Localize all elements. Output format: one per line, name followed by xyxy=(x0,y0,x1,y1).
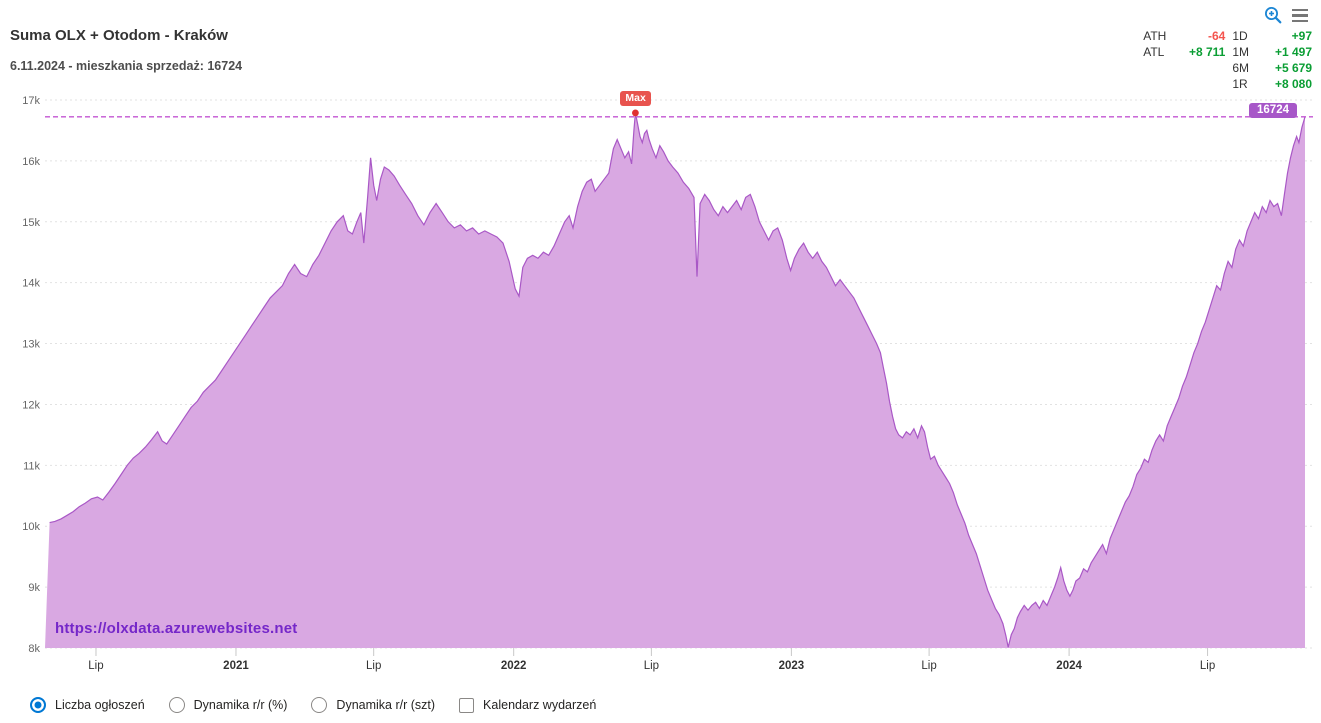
radio-icon-selected xyxy=(30,697,46,713)
chart-subtitle-current-value: 6.11.2024 - mieszkania sprzedaż: 16724 xyxy=(10,59,243,73)
stat-value-1r: +8 080 xyxy=(1274,77,1312,91)
page-title: Suma OLX + Otodom - Kraków xyxy=(10,27,228,44)
x-axis-label: Lip xyxy=(921,660,936,672)
radio-icon xyxy=(311,697,328,713)
stat-value-6m: +5 679 xyxy=(1274,61,1312,75)
stat-value-ath: -64 xyxy=(1207,29,1226,43)
radio-label: Liczba ogłoszeń xyxy=(55,698,145,712)
x-axis-label: Lip xyxy=(1200,660,1215,672)
radio-dynamika-rr-proc[interactable]: Dynamika r/r (%) xyxy=(168,697,288,713)
x-axis-label: 2022 xyxy=(501,660,527,672)
hamburger-menu-icon[interactable] xyxy=(1292,8,1308,23)
y-axis-label: 17k xyxy=(22,95,40,107)
area-series-line xyxy=(49,112,1306,648)
y-axis-label: 10k xyxy=(22,521,40,533)
checkbox-kalendarz-wydarzen[interactable]: Kalendarz wydarzeń xyxy=(459,697,597,713)
radio-icon xyxy=(168,697,185,713)
watermark-link[interactable]: https://olxdata.azurewebsites.net xyxy=(55,620,298,637)
y-axis-label: 14k xyxy=(22,278,40,290)
y-axis-label: 8k xyxy=(28,643,40,655)
checkbox-icon xyxy=(459,697,475,713)
radio-label: Dynamika r/r (szt) xyxy=(336,698,436,712)
max-badge: Max xyxy=(620,90,651,106)
radio-dynamika-rr-szt[interactable]: Dynamika r/r (szt) xyxy=(311,697,435,713)
x-axis-label: Lip xyxy=(644,660,659,672)
y-axis-label: 13k xyxy=(22,339,40,351)
x-axis-label: Lip xyxy=(88,660,103,672)
current-value-badge: 16724 xyxy=(1249,102,1297,118)
area-series-fill[interactable] xyxy=(45,112,1305,648)
stat-value-1d: +97 xyxy=(1291,29,1312,43)
stat-label-1d: 1D xyxy=(1232,29,1248,43)
stat-value-1m: +1 497 xyxy=(1274,45,1312,59)
checkbox-label: Kalendarz wydarzeń xyxy=(483,698,597,712)
stat-label-atl: ATL xyxy=(1143,45,1165,59)
stat-label-6m: 6M xyxy=(1232,61,1249,75)
y-axis-label: 15k xyxy=(22,217,40,229)
stat-label-1r: 1R xyxy=(1232,77,1248,91)
max-point-dot xyxy=(632,109,639,117)
x-axis-label: 2024 xyxy=(1056,660,1082,672)
stat-label-ath: ATH xyxy=(1143,29,1167,43)
x-axis-label: 2023 xyxy=(779,660,805,672)
radio-liczba-ogloszen[interactable]: Liczba ogłoszeń xyxy=(30,697,145,713)
series-selector: Liczba ogłoszeń Dynamika r/r (%) Dynamik… xyxy=(30,697,596,713)
radio-label: Dynamika r/r (%) xyxy=(193,698,288,712)
x-axis-label: Lip xyxy=(366,660,381,672)
zoom-in-icon[interactable] xyxy=(1264,6,1283,25)
y-axis-label: 11k xyxy=(23,460,40,472)
change-stats: ATH -64 1D +97 ATL +8 711 1M +1 497 6M +… xyxy=(1143,28,1312,92)
y-axis-label: 9k xyxy=(28,582,40,594)
stat-value-atl: +8 711 xyxy=(1188,45,1226,59)
stat-label-1m: 1M xyxy=(1232,45,1249,59)
chart-toolbar xyxy=(1264,6,1308,25)
y-axis-label: 16k xyxy=(22,156,40,168)
y-axis-label: 12k xyxy=(22,399,40,411)
x-axis-label: 2021 xyxy=(223,660,249,672)
